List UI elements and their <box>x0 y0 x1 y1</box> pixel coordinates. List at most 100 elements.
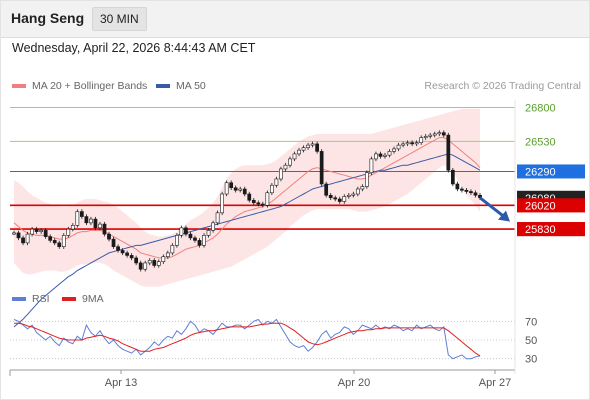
candle-body <box>405 142 410 145</box>
candle-body <box>193 237 197 241</box>
candle-body <box>283 164 288 170</box>
candle-body <box>265 192 270 206</box>
candle-body <box>238 188 243 191</box>
candle-body <box>12 232 16 235</box>
candle-body <box>419 137 424 143</box>
candle-body <box>473 192 478 196</box>
candle-body <box>324 183 329 196</box>
ma20-line <box>13 137 481 259</box>
rsi-ma-line <box>14 322 481 357</box>
candle-body <box>365 172 369 187</box>
candle-body <box>387 151 392 156</box>
candle-body <box>355 188 360 195</box>
candle-body <box>211 222 215 231</box>
candle-body <box>423 136 428 138</box>
candle-body <box>120 250 125 254</box>
candle-body <box>52 240 57 244</box>
candle-body <box>75 211 80 226</box>
candle-body <box>48 236 53 241</box>
candle-body <box>333 197 338 200</box>
candle-body <box>125 252 129 256</box>
candle-body <box>147 260 152 264</box>
candle-body <box>319 151 324 185</box>
support-tag-26020 <box>517 198 585 213</box>
level-tag-26290 <box>517 164 585 179</box>
candle-body <box>111 238 116 247</box>
candle-body <box>469 191 473 194</box>
candle-body <box>89 218 93 224</box>
rsi-tick-30: 30 <box>525 354 537 366</box>
ma50-legend: MA 50 <box>156 80 206 92</box>
candle-body <box>170 245 175 254</box>
timeframe-button[interactable]: 30 MIN <box>92 7 147 31</box>
candle-body <box>107 233 111 240</box>
candle-body <box>215 212 220 224</box>
candle-body <box>437 132 442 135</box>
candle-body <box>270 184 274 194</box>
candle-body <box>247 193 252 201</box>
rsi-tick-70: 70 <box>525 316 537 328</box>
candle-body <box>179 227 184 236</box>
candle-body <box>143 262 148 270</box>
x-tick-label: Apr 20 <box>338 377 370 389</box>
ma50-swatch <box>156 84 170 88</box>
ma20-legend-label: MA 20 + Bollinger Bands <box>32 80 148 92</box>
candle-body <box>16 232 21 239</box>
candle-body <box>288 158 292 166</box>
support-tag-label-26020: 26020 <box>525 200 556 212</box>
candle-body <box>279 168 283 180</box>
forecast-arrow-shaft <box>479 196 505 218</box>
candle-body <box>197 240 202 246</box>
ma20-swatch <box>12 84 26 88</box>
candle-body <box>188 233 193 239</box>
candle-body <box>306 144 310 148</box>
candle-body <box>102 223 107 235</box>
x-tick-label: Apr 27 <box>479 377 511 389</box>
ma50-line <box>13 153 481 328</box>
candle-body <box>351 193 356 196</box>
x-tick-label: Apr 13 <box>105 377 137 389</box>
candle-body <box>93 218 98 229</box>
candle-body <box>392 148 396 152</box>
candle-body <box>369 158 374 174</box>
candle-body <box>43 230 48 237</box>
candle-body <box>21 237 25 244</box>
candle-body <box>220 193 224 214</box>
candle-body <box>328 194 333 199</box>
candle-body <box>274 178 279 186</box>
copyright: Research © 2026 Trading Central <box>424 80 581 92</box>
candle-body <box>414 142 419 145</box>
candle-body <box>446 134 451 171</box>
candle-body <box>310 143 315 146</box>
candle-body <box>464 189 469 192</box>
candle-body <box>428 134 433 137</box>
candle-body <box>396 144 401 150</box>
candle-body <box>165 252 170 257</box>
candle-body <box>242 188 247 195</box>
ma9-swatch <box>62 297 76 301</box>
candle-body <box>455 183 460 190</box>
header-bar: Hang Seng 30 MIN <box>0 0 590 38</box>
candle-body <box>84 216 89 224</box>
candle-body <box>378 153 383 157</box>
forecast-arrow-head <box>498 210 510 222</box>
candle-body <box>184 227 188 235</box>
candle-body <box>432 133 437 136</box>
candle-body <box>374 153 378 160</box>
instrument-title: Hang Seng <box>11 10 85 26</box>
candle-body <box>460 188 464 191</box>
candle-body <box>116 246 120 251</box>
candle-body <box>360 186 365 190</box>
candle-body <box>315 143 319 152</box>
candle-body <box>57 242 62 247</box>
ma9-legend: 9MA <box>62 293 104 305</box>
candle-body <box>233 187 238 191</box>
rsi-swatch <box>12 297 26 301</box>
candle-body <box>98 223 102 229</box>
candle-body <box>70 225 75 230</box>
candle-body <box>30 228 34 235</box>
candle-body <box>401 143 405 146</box>
candle-body <box>229 182 234 189</box>
candle-body <box>39 230 44 232</box>
